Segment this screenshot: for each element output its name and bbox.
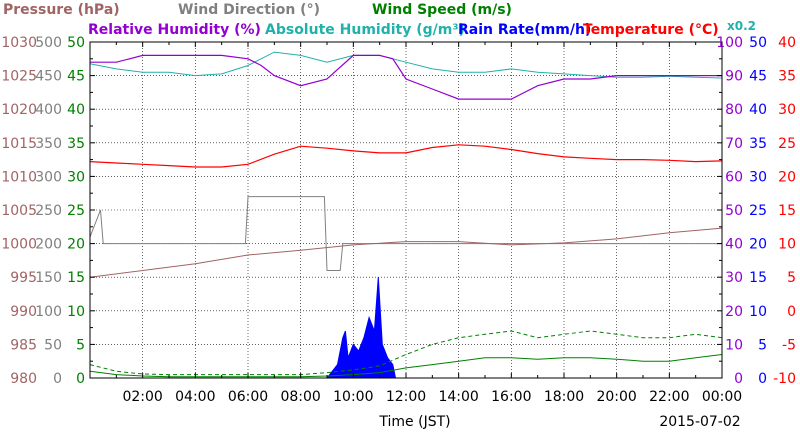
x-tick-label: 00:00 [702, 389, 742, 405]
y-tick-label-pressure: 1030 [1, 35, 37, 51]
y-tick-label-temperature: 30 [778, 102, 796, 118]
y-tick-label-rain-rate: 5 [758, 337, 767, 353]
legend-relative-humidity: Relative Humidity (%) [88, 22, 261, 38]
y-tick-label-relative-humidity: 60 [725, 169, 743, 185]
y-tick-label-wind-speed: 0 [76, 371, 85, 387]
legend-scale-note: x0.2 [727, 19, 756, 33]
y-tick-label-pressure: 1020 [1, 102, 37, 118]
legend-wind-direction: Wind Direction (°) [178, 2, 320, 18]
y-tick-label-rain-rate: 50 [749, 35, 767, 51]
x-tick-label: 22:00 [649, 389, 689, 405]
y-tick-label-rain-rate: 0 [758, 371, 767, 387]
y-tick-label-wind-speed: 50 [67, 35, 85, 51]
y-tick-label-temperature: 25 [778, 136, 796, 152]
series-wind-direction [89, 196, 722, 271]
x-tick-label: 02:00 [122, 389, 162, 405]
axes: 02:00 04:00 06:00 08:00 10:00 12:00 14:00 16:00… [1, 35, 796, 405]
y-tick-label-wind-direction: 300 [35, 169, 62, 185]
y-tick-label-rain-rate: 35 [749, 136, 767, 152]
series-relative-humidity [90, 54, 722, 100]
y-tick-label-wind-direction: 50 [44, 337, 62, 353]
x-tick-label: 20:00 [596, 389, 636, 405]
legend-absolute-humidity: Absolute Humidity (g/m³) [265, 22, 465, 38]
y-tick-label-wind-speed: 45 [67, 69, 85, 85]
y-tick-label-relative-humidity: 100 [716, 35, 743, 51]
y-tick-label-rain-rate: 40 [749, 102, 767, 118]
y-tick-label-relative-humidity: 10 [725, 337, 743, 353]
series-temperature [89, 144, 723, 168]
y-tick-label-pressure: 1000 [1, 237, 37, 253]
y-tick-label-relative-humidity: 40 [725, 237, 743, 253]
x-tick-label: 04:00 [175, 389, 215, 405]
y-tick-label-pressure: 1015 [1, 136, 37, 152]
y-tick-label-pressure: 1025 [1, 69, 37, 85]
series-layer [89, 51, 723, 379]
x-tick-label: 18:00 [544, 389, 584, 405]
x-tick-label: 08:00 [280, 389, 320, 405]
y-tick-label-wind-speed: 5 [76, 337, 85, 353]
y-tick-label-pressure: 980 [10, 371, 37, 387]
y-tick-label-relative-humidity: 50 [725, 203, 743, 219]
y-tick-label-wind-direction: 200 [35, 237, 62, 253]
y-tick-label-temperature: 5 [787, 270, 796, 286]
y-tick-label-relative-humidity: 90 [725, 69, 743, 85]
series-absolute-humidity [89, 51, 723, 79]
y-tick-label-rain-rate: 45 [749, 69, 767, 85]
legend-rain-rate: Rain Rate(mm/h) [458, 22, 591, 38]
y-tick-label-temperature: 10 [778, 237, 796, 253]
y-tick-label-temperature: -10 [773, 371, 796, 387]
x-tick-label: 10:00 [333, 389, 373, 405]
y-tick-label-rain-rate: 25 [749, 203, 767, 219]
y-tick-label-relative-humidity: 0 [734, 371, 743, 387]
y-tick-label-temperature: 15 [778, 203, 796, 219]
series-rain-rate [325, 277, 397, 379]
y-tick-label-wind-direction: 0 [53, 371, 62, 387]
y-tick-label-wind-direction: 250 [35, 203, 62, 219]
y-tick-label-wind-speed: 35 [67, 136, 85, 152]
y-tick-label-wind-direction: 400 [35, 102, 62, 118]
legend-pressure: Pressure (hPa) [3, 2, 120, 18]
y-tick-label-pressure: 985 [10, 337, 37, 353]
y-tick-label-wind-speed: 25 [67, 203, 85, 219]
y-tick-label-temperature: 35 [778, 69, 796, 85]
x-tick-label: 12:00 [386, 389, 426, 405]
y-tick-label-rain-rate: 15 [749, 270, 767, 286]
y-tick-label-temperature: -5 [782, 337, 796, 353]
y-tick-label-temperature: 0 [787, 304, 796, 320]
y-tick-label-wind-direction: 100 [35, 304, 62, 320]
y-tick-label-pressure: 995 [10, 270, 37, 286]
y-tick-label-temperature: 40 [778, 35, 796, 51]
y-tick-label-rain-rate: 30 [749, 169, 767, 185]
y-tick-label-temperature: 20 [778, 169, 796, 185]
x-tick-label: 14:00 [438, 389, 478, 405]
y-tick-label-wind-direction: 450 [35, 69, 62, 85]
legend-temperature: Temperature (°C) [583, 22, 719, 38]
x-axis-label: Time (JST) [378, 414, 450, 430]
y-tick-label-relative-humidity: 70 [725, 136, 743, 152]
y-tick-label-rain-rate: 20 [749, 237, 767, 253]
y-tick-label-wind-speed: 30 [67, 169, 85, 185]
y-tick-label-pressure: 1010 [1, 169, 37, 185]
y-tick-label-pressure: 990 [10, 304, 37, 320]
date-label: 2015-07-02 [659, 414, 740, 430]
series-pressure [89, 227, 723, 278]
y-tick-label-wind-speed: 20 [67, 237, 85, 253]
y-tick-label-wind-direction: 350 [35, 136, 62, 152]
y-tick-label-wind-speed: 40 [67, 102, 85, 118]
y-tick-label-wind-speed: 10 [67, 304, 85, 320]
y-tick-label-rain-rate: 10 [749, 304, 767, 320]
y-tick-label-relative-humidity: 30 [725, 270, 743, 286]
y-tick-label-wind-direction: 150 [35, 270, 62, 286]
y-tick-label-relative-humidity: 80 [725, 102, 743, 118]
y-tick-label-relative-humidity: 20 [725, 304, 743, 320]
legend-wind-speed: Wind Speed (m/s) [372, 2, 512, 18]
x-tick-label: 06:00 [228, 389, 268, 405]
x-tick-label: 16:00 [491, 389, 531, 405]
y-tick-label-pressure: 1005 [1, 203, 37, 219]
y-tick-label-wind-speed: 15 [67, 270, 85, 286]
y-tick-label-wind-direction: 500 [35, 35, 62, 51]
grid [90, 42, 722, 378]
